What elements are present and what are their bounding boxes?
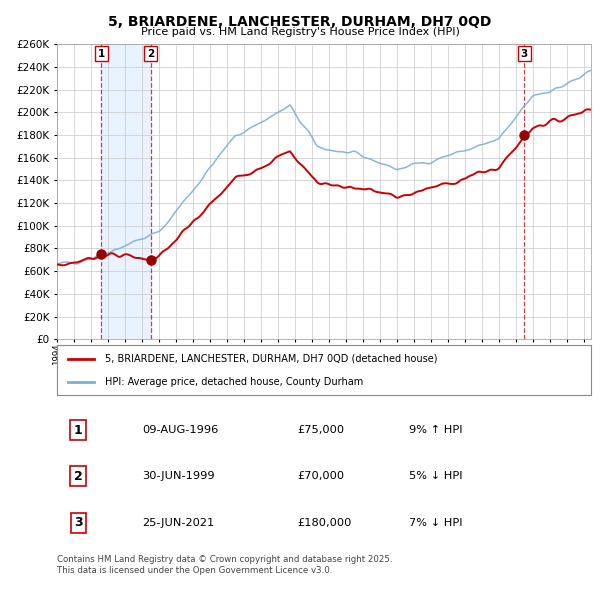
Text: 9% ↑ HPI: 9% ↑ HPI	[409, 425, 463, 435]
Text: 1: 1	[98, 49, 105, 59]
Text: 5% ↓ HPI: 5% ↓ HPI	[409, 471, 463, 481]
Text: £180,000: £180,000	[298, 517, 352, 527]
Text: Contains HM Land Registry data © Crown copyright and database right 2025.: Contains HM Land Registry data © Crown c…	[57, 555, 392, 563]
Text: 7% ↓ HPI: 7% ↓ HPI	[409, 517, 463, 527]
Text: 25-JUN-2021: 25-JUN-2021	[142, 517, 215, 527]
Text: 2: 2	[147, 49, 154, 59]
Text: 3: 3	[74, 516, 83, 529]
Text: 1: 1	[74, 424, 83, 437]
Text: 5, BRIARDENE, LANCHESTER, DURHAM, DH7 0QD (detached house): 5, BRIARDENE, LANCHESTER, DURHAM, DH7 0Q…	[105, 353, 437, 363]
Text: 5, BRIARDENE, LANCHESTER, DURHAM, DH7 0QD: 5, BRIARDENE, LANCHESTER, DURHAM, DH7 0Q…	[109, 15, 491, 29]
Text: 3: 3	[521, 49, 528, 59]
Text: Price paid vs. HM Land Registry's House Price Index (HPI): Price paid vs. HM Land Registry's House …	[140, 27, 460, 37]
Text: £75,000: £75,000	[298, 425, 344, 435]
Text: HPI: Average price, detached house, County Durham: HPI: Average price, detached house, Coun…	[105, 377, 364, 387]
Text: 30-JUN-1999: 30-JUN-1999	[142, 471, 215, 481]
Text: 09-AUG-1996: 09-AUG-1996	[142, 425, 218, 435]
Text: This data is licensed under the Open Government Licence v3.0.: This data is licensed under the Open Gov…	[57, 566, 332, 575]
Text: £70,000: £70,000	[298, 471, 344, 481]
Text: 2: 2	[74, 470, 83, 483]
Bar	[101, 44, 151, 339]
